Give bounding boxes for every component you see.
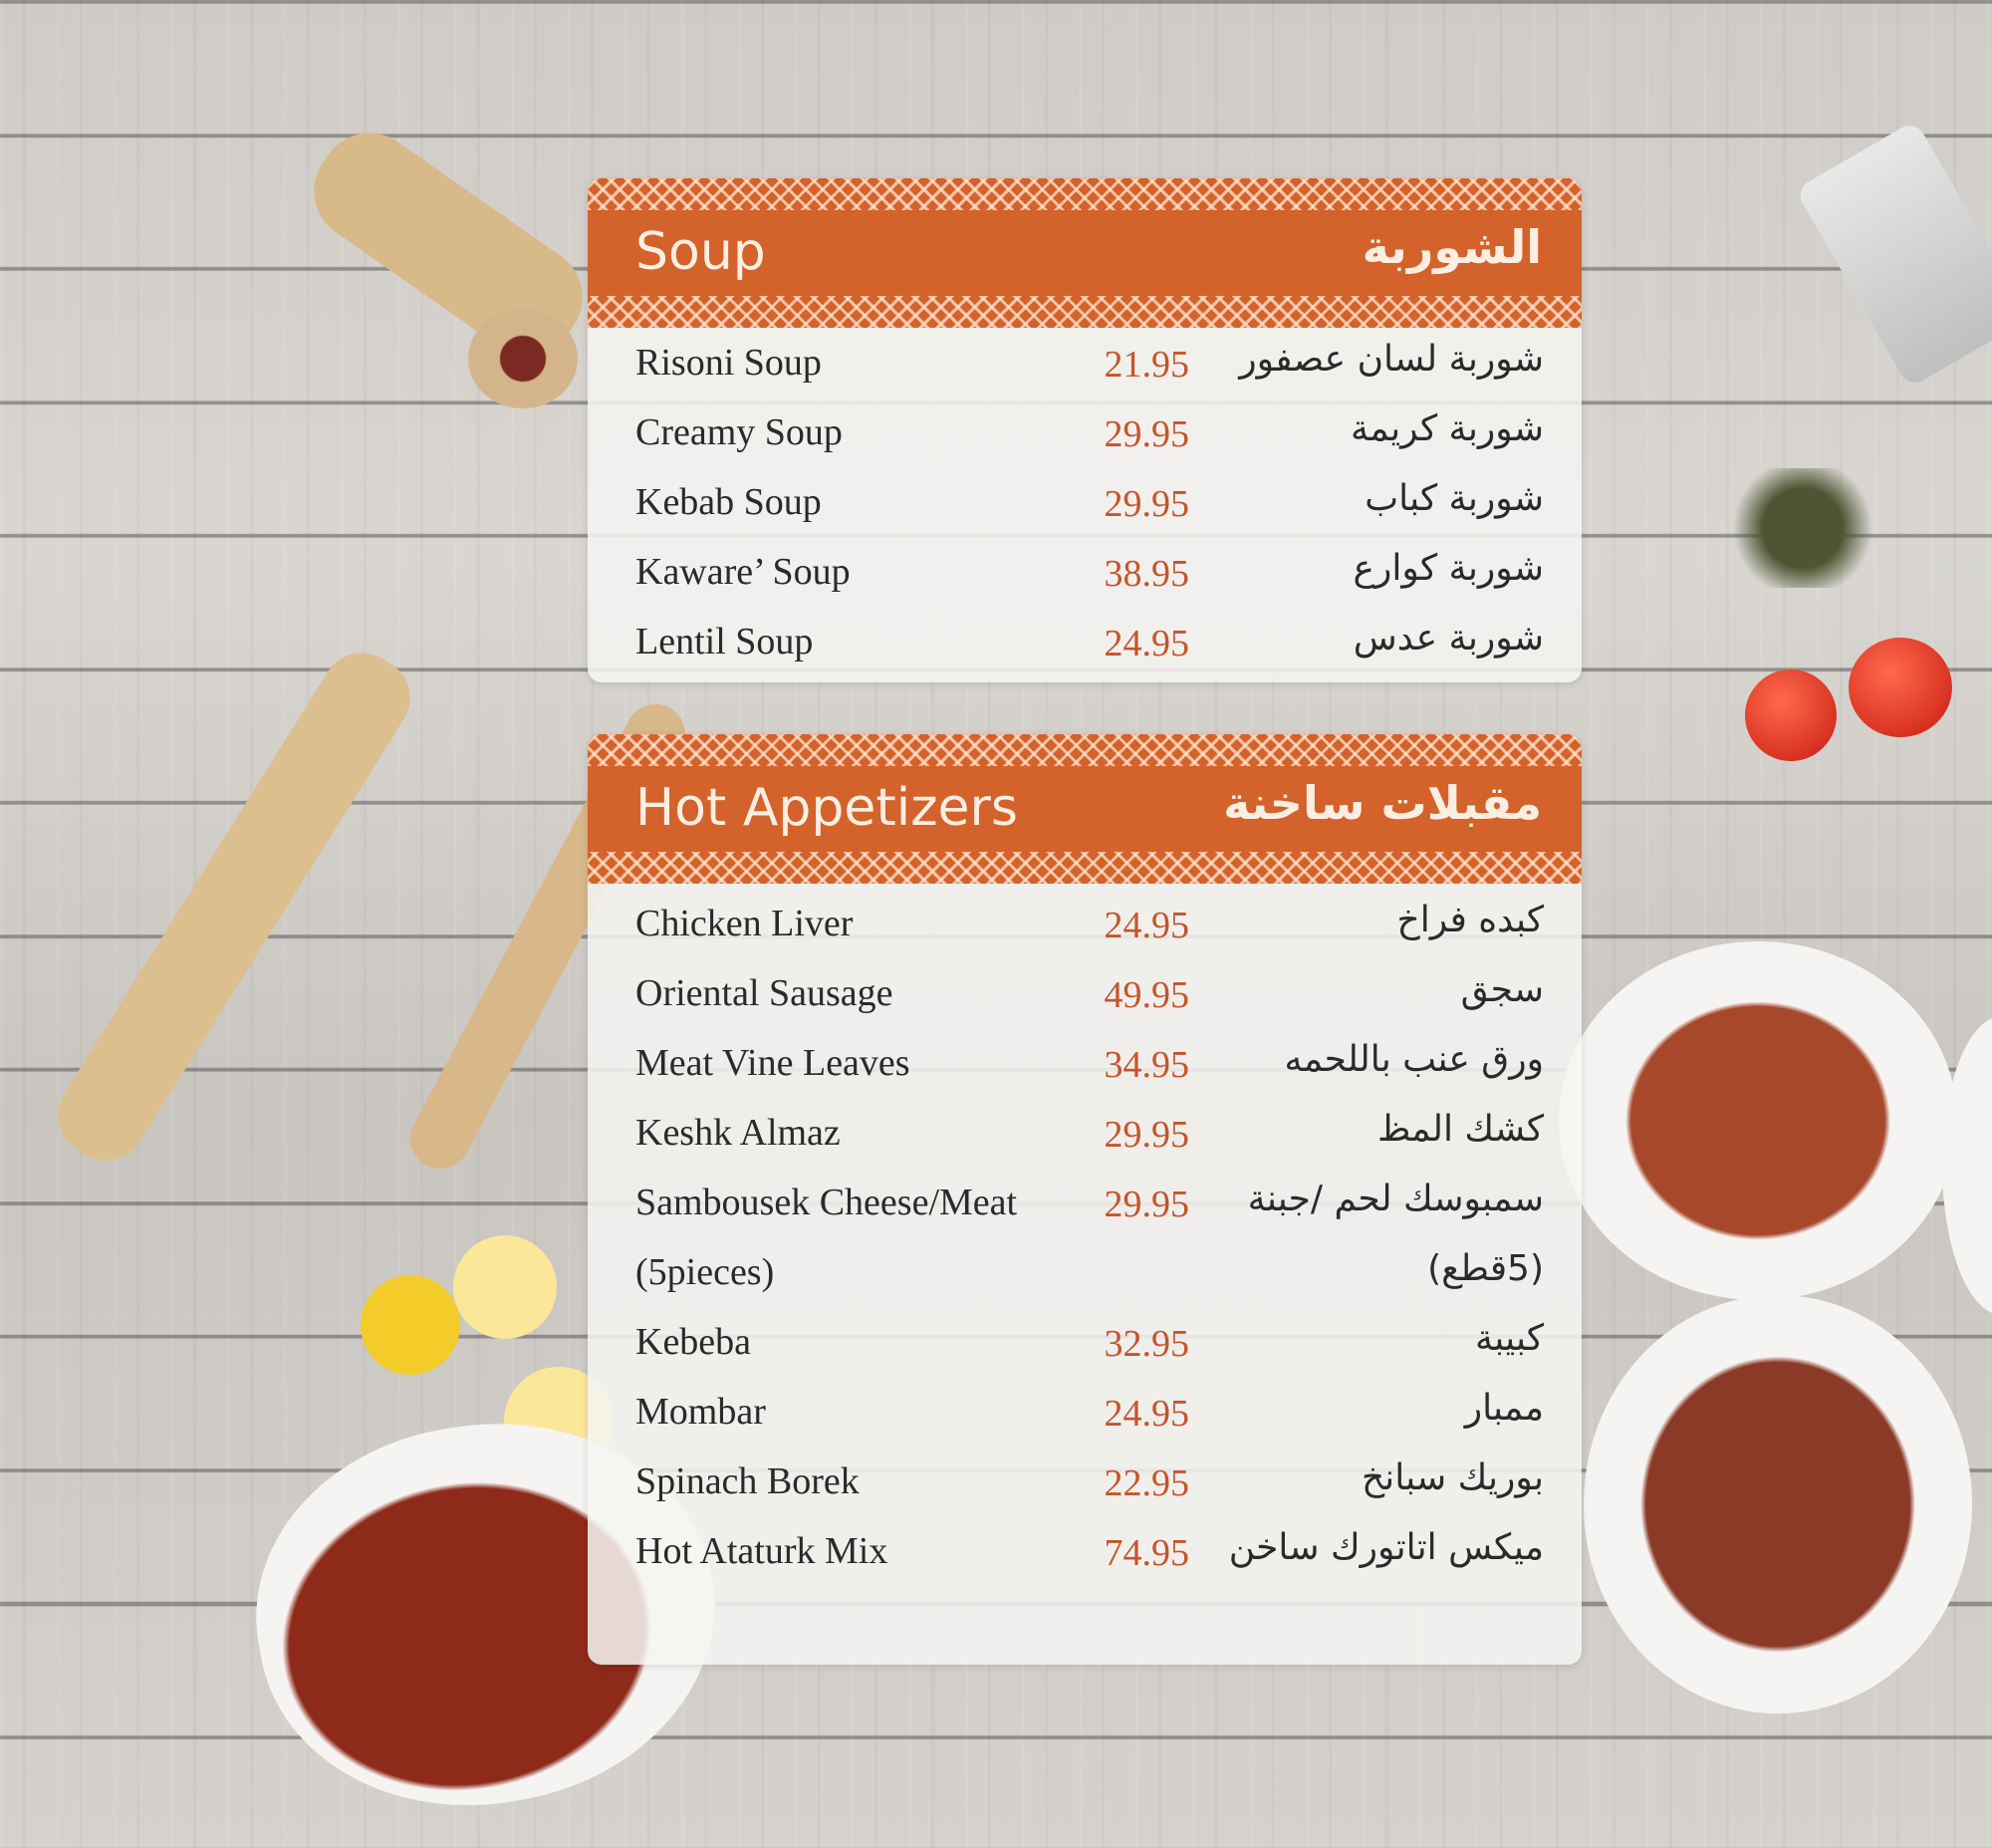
menu-item: Creamy Soup 29.95 شوربة كريمة bbox=[588, 402, 1582, 472]
item-name-ar: (5قطع) bbox=[1427, 1248, 1544, 1289]
menu-item: Chicken Liver 24.95 كبده فراخ bbox=[588, 894, 1582, 963]
item-name-en: Oriental Sausage bbox=[635, 972, 893, 1014]
salt-shaker-icon bbox=[1794, 120, 1992, 389]
item-name-ar: شوربة كوارع bbox=[1353, 548, 1544, 589]
item-price: 24.95 bbox=[1104, 905, 1190, 946]
meatball-dish-icon bbox=[1584, 1295, 1972, 1714]
item-price: 32.95 bbox=[1104, 1323, 1190, 1365]
item-price: 38.95 bbox=[1104, 553, 1190, 595]
item-name-en: Creamy Soup bbox=[635, 411, 843, 453]
menu-item: Kebeba 32.95 كبيبة bbox=[588, 1312, 1582, 1382]
item-name-ar: شوربة عدس bbox=[1353, 618, 1544, 659]
item-name-en: Meat Vine Leaves bbox=[635, 1042, 910, 1084]
item-price: 29.95 bbox=[1104, 1184, 1190, 1225]
item-name-ar: كشك المظ bbox=[1377, 1109, 1544, 1150]
item-name-en: Kebeba bbox=[635, 1321, 752, 1363]
item-name-ar: ممبار bbox=[1464, 1388, 1544, 1429]
menu-item: Risoni Soup 21.95 شوربة لسان عصفور bbox=[588, 333, 1582, 402]
item-name-ar: سجق bbox=[1460, 969, 1544, 1010]
menu-item: Meat Vine Leaves 34.95 ورق عنب باللحمه bbox=[588, 1033, 1582, 1103]
peppercorns-icon bbox=[468, 309, 578, 408]
section-title-en: Hot Appetizers bbox=[635, 778, 1019, 838]
menu-item: (5pieces) (5قطع) bbox=[588, 1242, 1582, 1312]
hot-appetizers-header: Hot Appetizers مقبلات ساخنة bbox=[588, 734, 1582, 884]
menu-item: Kaware’ Soup 38.95 شوربة كوارع bbox=[588, 542, 1582, 612]
item-price: 29.95 bbox=[1104, 483, 1190, 525]
item-name-ar: بوريك سبانخ bbox=[1361, 1457, 1544, 1498]
menu-item: Hot Ataturk Mix 74.95 ميكس اتاتورك ساخن bbox=[588, 1521, 1582, 1591]
item-name-ar: ميكس اتاتورك ساخن bbox=[1228, 1527, 1544, 1568]
item-name-ar: كبيبة bbox=[1474, 1318, 1544, 1359]
menu-item: Mombar 24.95 ممبار bbox=[588, 1382, 1582, 1452]
item-name-en: Kaware’ Soup bbox=[635, 551, 851, 593]
item-name-ar: كبده فراخ bbox=[1396, 900, 1544, 940]
item-price: 24.95 bbox=[1104, 623, 1190, 664]
item-price: 22.95 bbox=[1104, 1462, 1190, 1504]
menu-item: Kebab Soup 29.95 شوربة كباب bbox=[588, 472, 1582, 542]
menu-item: Lentil Soup 24.95 شوربة عدس bbox=[588, 612, 1582, 681]
item-name-en: (5pieces) bbox=[635, 1251, 775, 1293]
item-name-en: Risoni Soup bbox=[635, 342, 822, 384]
tomato-icon bbox=[1849, 638, 1952, 737]
section-title-en: Soup bbox=[635, 222, 766, 282]
item-price: 29.95 bbox=[1104, 413, 1190, 455]
wooden-spatula-icon bbox=[43, 638, 425, 1176]
hot-appetizers-section: Hot Appetizers مقبلات ساخنة Chicken Live… bbox=[588, 734, 1582, 1665]
item-name-en: Hot Ataturk Mix bbox=[635, 1530, 888, 1572]
item-name-ar: سمبوسك لحم /جبنة bbox=[1247, 1179, 1544, 1219]
herbs-icon bbox=[1723, 468, 1882, 588]
item-name-en: Keshk Almaz bbox=[635, 1112, 841, 1154]
ornament-border bbox=[588, 178, 1582, 210]
item-price: 74.95 bbox=[1104, 1532, 1190, 1574]
item-name-ar: ورق عنب باللحمه bbox=[1284, 1039, 1544, 1080]
item-price: 21.95 bbox=[1104, 344, 1190, 386]
item-name-ar: شوربة كريمة bbox=[1350, 408, 1544, 449]
sambousek-dish-icon bbox=[1942, 1016, 1992, 1315]
tomato-icon bbox=[1745, 669, 1837, 761]
soup-header: Soup الشوربة bbox=[588, 178, 1582, 328]
item-name-en: Spinach Borek bbox=[635, 1460, 860, 1502]
lemon-icon bbox=[361, 1275, 460, 1375]
ornament-border bbox=[588, 734, 1582, 766]
item-name-en: Kebab Soup bbox=[635, 481, 822, 523]
section-title-ar: الشوربة bbox=[1362, 220, 1542, 274]
section-title-ar: مقبلات ساخنة bbox=[1223, 776, 1542, 830]
soup-section: Soup الشوربة Risoni Soup 21.95 شوربة لسان … bbox=[588, 178, 1582, 682]
item-name-en: Mombar bbox=[635, 1391, 766, 1433]
item-name-ar: شوربة لسان عصفور bbox=[1239, 339, 1544, 380]
item-price: 24.95 bbox=[1104, 1393, 1190, 1435]
ornament-border bbox=[588, 852, 1582, 884]
menu-item: Sambousek Cheese/Meat 29.95 سمبوسك لحم /جب… bbox=[588, 1173, 1582, 1242]
ornament-border bbox=[588, 296, 1582, 328]
item-name-en: Chicken Liver bbox=[635, 903, 854, 944]
item-name-en: Lentil Soup bbox=[635, 621, 814, 662]
menu-item: Keshk Almaz 29.95 كشك المظ bbox=[588, 1103, 1582, 1173]
menu-item: Oriental Sausage 49.95 سجق bbox=[588, 963, 1582, 1033]
lemon-slice-icon bbox=[453, 1235, 557, 1339]
item-price: 29.95 bbox=[1104, 1114, 1190, 1156]
menu-item: Spinach Borek 22.95 بوريك سبانخ bbox=[588, 1452, 1582, 1521]
kibbeh-dish-icon bbox=[1559, 941, 1957, 1300]
item-price: 34.95 bbox=[1104, 1044, 1190, 1086]
item-name-ar: شوربة كباب bbox=[1365, 478, 1544, 519]
item-price: 49.95 bbox=[1104, 974, 1190, 1016]
item-name-en: Sambousek Cheese/Meat bbox=[635, 1182, 1018, 1223]
